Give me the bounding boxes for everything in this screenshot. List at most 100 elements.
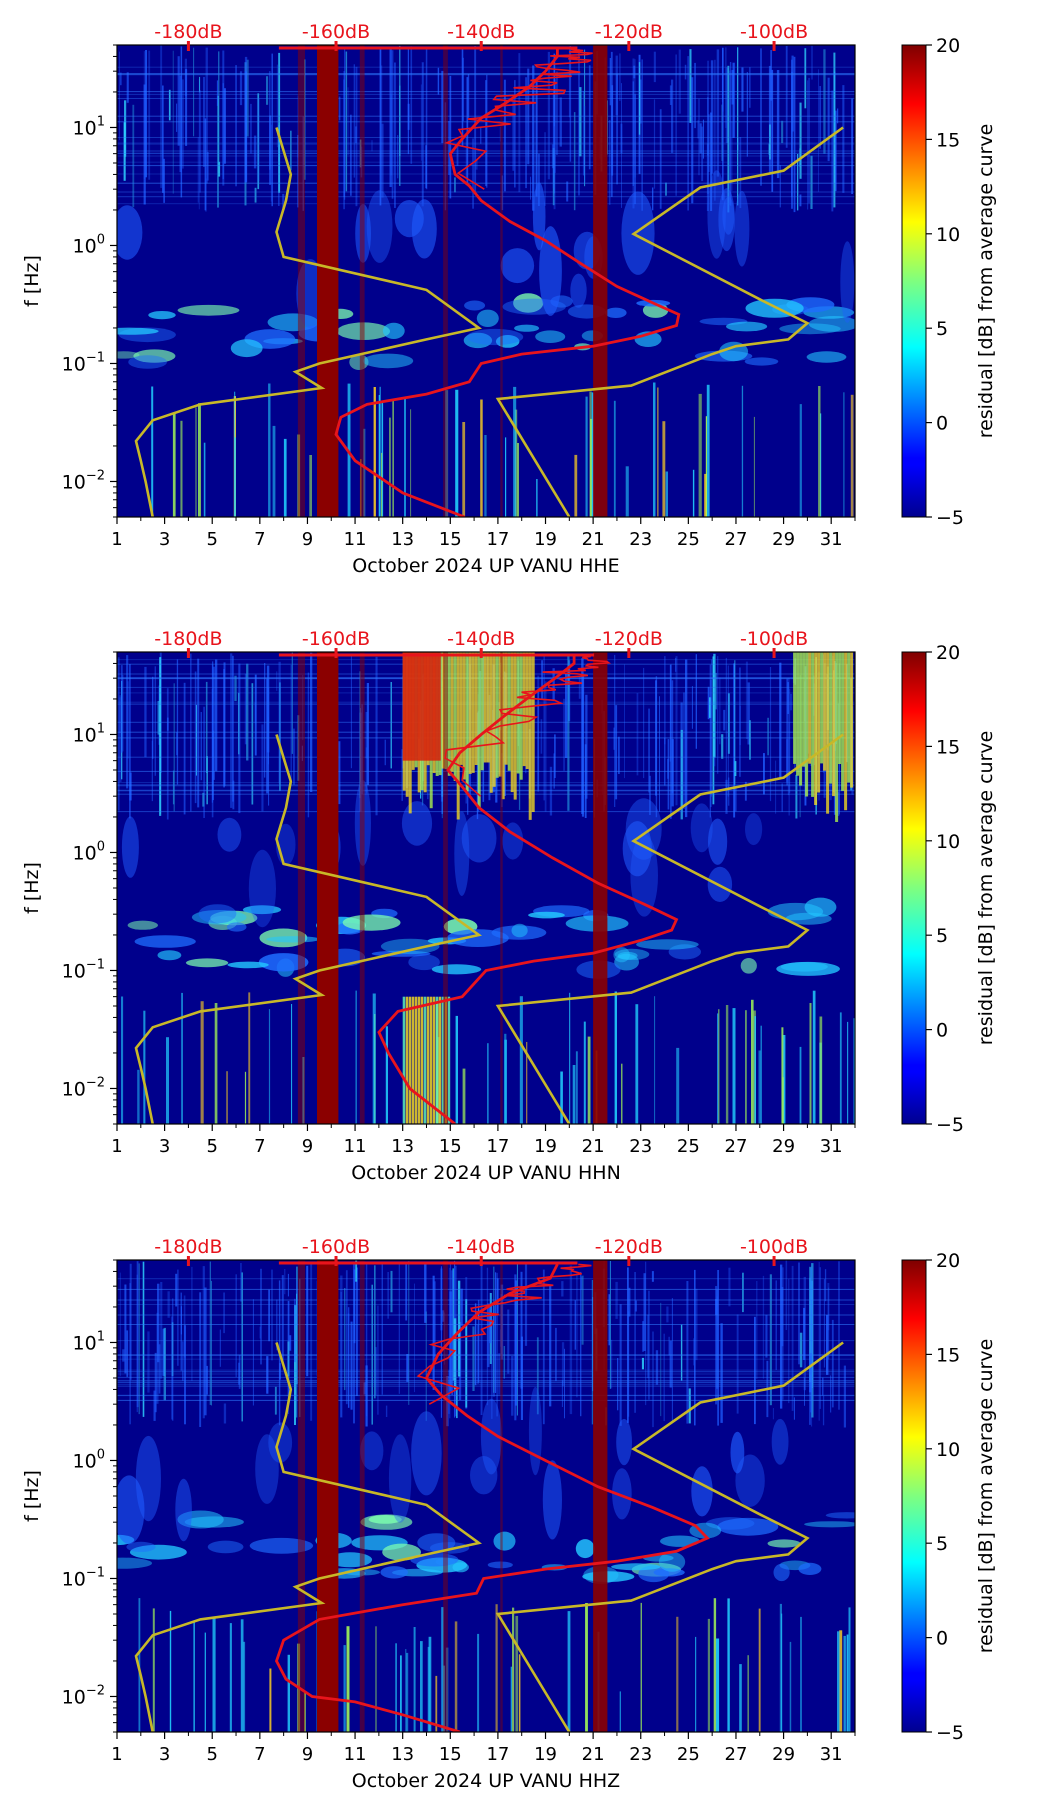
top-db-label: -120dB bbox=[595, 1236, 663, 1258]
colorbar-tick-label: 20 bbox=[936, 642, 960, 664]
colorbar-tick-label: 20 bbox=[936, 1250, 960, 1272]
colorbar-tick-label: 5 bbox=[936, 1533, 948, 1555]
x-axis-label: October 2024 UP VANU HHN bbox=[351, 1162, 621, 1184]
x-tick-label: 23 bbox=[629, 529, 652, 550]
data-gap-band bbox=[359, 1260, 365, 1732]
x-axis-label: October 2024 UP VANU HHE bbox=[352, 555, 619, 577]
top-db-label: -100dB bbox=[740, 628, 808, 650]
yellow-reference-curve-high bbox=[495, 733, 844, 1124]
data-gap-band bbox=[317, 45, 339, 517]
x-tick-label: 31 bbox=[820, 529, 843, 550]
x-tick-label: 27 bbox=[725, 1744, 748, 1765]
x-tick-label: 25 bbox=[677, 529, 700, 550]
colorbar-label: residual [dB] from average curve bbox=[975, 731, 997, 1046]
top-db-label: -140dB bbox=[447, 628, 515, 650]
x-tick-label: 11 bbox=[344, 1744, 367, 1765]
top-db-label: -160dB bbox=[302, 1236, 370, 1258]
x-tick-label: 5 bbox=[206, 1744, 217, 1765]
colorbar-tick-label: 15 bbox=[936, 1344, 960, 1366]
data-gap-bands bbox=[297, 1260, 608, 1732]
x-axis-label: October 2024 UP VANU HHZ bbox=[352, 1770, 620, 1792]
data-gap-band bbox=[593, 45, 608, 517]
x-tick-label: 15 bbox=[439, 1136, 462, 1157]
colorbar-gradient bbox=[901, 1259, 927, 1733]
x-tick-label: 9 bbox=[302, 1136, 313, 1157]
data-gap-band bbox=[297, 652, 305, 1124]
y-tick-label: 10−2 bbox=[62, 468, 105, 493]
heatmap-background bbox=[117, 1260, 855, 1732]
colorbar: 20 15 10 5 0 −5 residual [dB] from average cur… bbox=[901, 642, 997, 1136]
data-gap-bands bbox=[297, 45, 608, 517]
colorbar-tick-label: 15 bbox=[936, 736, 960, 758]
data-gap-band bbox=[317, 652, 339, 1124]
data-gap-band bbox=[359, 652, 365, 1124]
y-tick-label: 100 bbox=[73, 1447, 105, 1472]
x-tick-label: 21 bbox=[582, 1136, 605, 1157]
x-tick-label: 25 bbox=[677, 1136, 700, 1157]
yellow-reference-curve-low bbox=[134, 734, 483, 1124]
x-tick-label: 27 bbox=[725, 529, 748, 550]
x-tick-label: 23 bbox=[629, 1744, 652, 1765]
colorbar-tick-label: 0 bbox=[936, 1628, 948, 1650]
x-tick-label: 29 bbox=[772, 529, 795, 550]
colorbar-gradient bbox=[901, 44, 927, 518]
colorbar-tick-label: 20 bbox=[936, 35, 960, 57]
x-tick-label: 5 bbox=[206, 529, 217, 550]
y-tick-label: 10−2 bbox=[62, 1683, 105, 1708]
y-axis-label: f [Hz] bbox=[21, 862, 43, 914]
top-db-label: -180dB bbox=[154, 628, 222, 650]
x-tick-label: 3 bbox=[159, 1136, 170, 1157]
x-tick-label: 21 bbox=[582, 1744, 605, 1765]
x-tick-label: 7 bbox=[254, 1744, 265, 1765]
x-tick-label: 11 bbox=[344, 529, 367, 550]
x-tick-label: 19 bbox=[534, 1136, 557, 1157]
x-tick-label: 29 bbox=[772, 1744, 795, 1765]
data-gap-band bbox=[500, 652, 503, 1124]
data-gap-band bbox=[359, 45, 365, 517]
data-gap-band bbox=[317, 1260, 339, 1732]
red-average-psd-curve bbox=[377, 655, 679, 1124]
x-tick-label: 9 bbox=[302, 1744, 313, 1765]
colorbar-tick-label: 0 bbox=[936, 1020, 948, 1042]
data-gap-bands bbox=[297, 652, 608, 1124]
colorbar-tick-label: 5 bbox=[936, 925, 948, 947]
red-average-psd-curve bbox=[274, 1263, 710, 1732]
x-tick-label: 19 bbox=[534, 1744, 557, 1765]
top-db-label: -140dB bbox=[447, 21, 515, 43]
colorbar-tick-label: −5 bbox=[936, 1722, 964, 1744]
top-db-label: -100dB bbox=[740, 21, 808, 43]
x-tick-label: 11 bbox=[344, 1136, 367, 1157]
yellow-reference-curve-high bbox=[495, 1341, 844, 1732]
data-gap-band bbox=[593, 652, 608, 1124]
y-tick-label: 10−1 bbox=[62, 350, 105, 375]
plot-area bbox=[117, 1260, 855, 1732]
x-tick-label: 25 bbox=[677, 1744, 700, 1765]
y-tick-label: 101 bbox=[73, 721, 105, 746]
plot-area bbox=[117, 652, 855, 1124]
x-tick-label: 13 bbox=[391, 1136, 414, 1157]
colorbar-label: residual [dB] from average curve bbox=[975, 124, 997, 439]
colorbar: 20 15 10 5 0 −5 residual [dB] from average cur… bbox=[901, 1250, 997, 1744]
x-tick-label: 29 bbox=[772, 1136, 795, 1157]
y-axis-label: f [Hz] bbox=[21, 255, 43, 307]
top-db-label: -140dB bbox=[447, 1236, 515, 1258]
data-gap-band bbox=[593, 1260, 608, 1732]
x-tick-label: 19 bbox=[534, 529, 557, 550]
x-tick-label: 1 bbox=[111, 529, 122, 550]
colorbar-tick-label: 0 bbox=[936, 413, 948, 435]
y-tick-label: 10−1 bbox=[62, 1565, 105, 1590]
x-tick-label: 17 bbox=[486, 529, 509, 550]
top-db-label: -120dB bbox=[595, 21, 663, 43]
x-tick-label: 21 bbox=[582, 529, 605, 550]
y-tick-label: 101 bbox=[73, 1329, 105, 1354]
x-tick-label: 15 bbox=[439, 1744, 462, 1765]
plot-area bbox=[117, 45, 855, 517]
colorbar-tick-label: 10 bbox=[936, 224, 960, 246]
x-tick-label: 17 bbox=[486, 1136, 509, 1157]
y-tick-label: 101 bbox=[73, 114, 105, 139]
colorbar: 20 15 10 5 0 −5 residual [dB] from average cur… bbox=[901, 35, 997, 529]
x-tick-label: 1 bbox=[111, 1744, 122, 1765]
x-tick-label: 23 bbox=[629, 1136, 652, 1157]
